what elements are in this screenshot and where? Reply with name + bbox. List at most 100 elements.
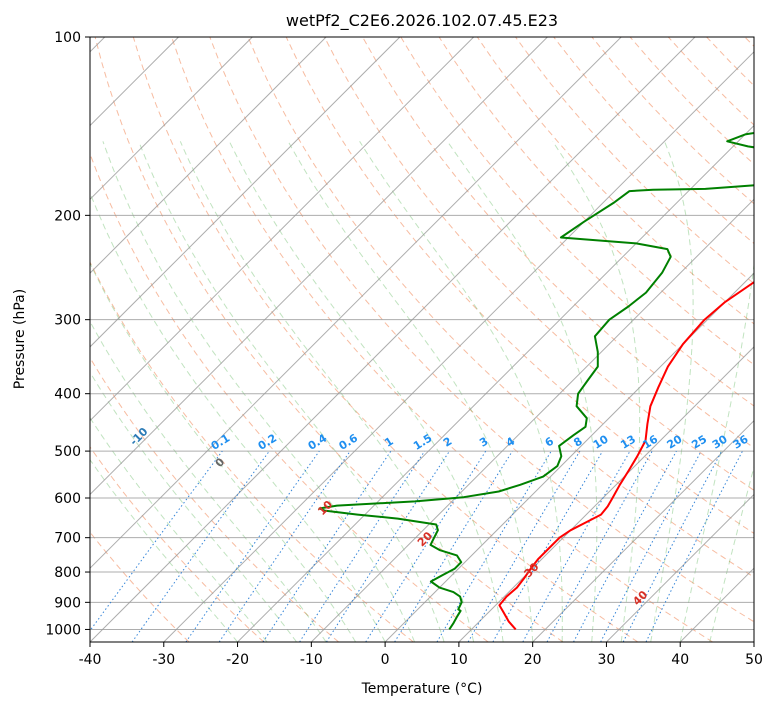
mixing-ratio-line [573,450,677,642]
mixing-ratio-line [262,450,392,642]
mixing-ratio-line [299,450,426,642]
mixing-ratio-line [546,450,653,642]
profile-line-1 [318,132,754,630]
y-tick-label: 900 [54,595,81,611]
isotherm-line [90,37,622,569]
dry-adiabat-line [744,37,754,47]
dry-adiabat-line [323,37,754,491]
moist-adiabat-line [138,141,445,642]
mixing-ratio-label: 1 [382,435,395,450]
mixing-ratio-line [218,450,351,642]
y-tick-label: 1000 [45,622,81,638]
x-tick-label: -10 [300,652,323,668]
isopleth-label-layer: 0.10.20.40.611.52346810131620253036-100-… [127,425,751,608]
dry-adiabat-line [90,446,265,642]
dry-adiabat-line [476,37,754,325]
mixing-ratio-label: 0.4 [306,431,330,453]
isotherm-line [90,37,696,642]
mixing-ratio-label: 25 [689,433,709,452]
x-tick-label: 10 [450,652,468,668]
dry-adiabat-label: 0 [213,455,228,470]
y-tick-label: 500 [54,444,81,460]
isotherm-line [310,198,754,642]
mixing-ratio-label: 3 [477,435,490,450]
profile-line-0 [498,280,754,631]
isotherm-line [163,51,754,642]
isotherm-line [90,37,475,422]
mixing-ratio-line [185,450,320,642]
mixing-ratio-label: 30 [710,432,730,451]
isotherm-line [679,567,754,642]
dry-adiabat-line [90,260,414,642]
dry-adiabat-line [90,152,489,642]
dry-adiabat-line [285,37,754,535]
moist-adiabat-line [679,261,754,642]
mixing-ratio-line [522,450,631,642]
isotherm-line [237,124,754,642]
moist-adiabat-line [90,262,357,642]
y-tick-label: 200 [54,208,81,224]
mixing-ratio-line [131,450,270,642]
chart-title: wetPf2_C2E6.2026.102.07.45.E23 [286,11,558,31]
y-tick-label: 100 [54,30,81,46]
dry-adiabat-label: -10 [127,425,150,448]
isotherm-line [532,419,754,642]
mixing-ratio-label: 1.5 [411,431,434,452]
isotherm-line [90,37,327,274]
x-tick-label: 20 [524,652,542,668]
x-tick-label: -30 [152,652,175,668]
y-tick-label: 400 [54,387,81,403]
mixing-ratio-line [325,450,450,642]
mixing-ratio-label: 10 [591,432,611,451]
y-tick-label: 700 [54,531,81,547]
x-tick-label: 40 [671,652,689,668]
dry-adiabat-line [247,37,754,578]
grid-layer [90,37,754,642]
y-tick-label: 800 [54,565,81,581]
moist-adiabat-line [446,141,598,642]
isotherm-line [458,346,754,642]
mixing-ratio-line [600,450,702,642]
dry-adiabat-line [438,37,754,366]
mixing-ratio-line [90,450,223,632]
mixing-ratio-label: 36 [731,432,751,451]
dry-adiabat-line [515,37,754,285]
series-layer [318,132,754,631]
isotherm-line [90,37,548,496]
mixing-ratio-line [645,450,743,642]
x-tick-label: 30 [598,652,616,668]
dry-adiabat-line [667,37,754,126]
dry-adiabat-line [629,37,754,165]
dry-adiabat-line [209,37,754,623]
isotherm-line [90,37,401,348]
y-tick-label: 600 [54,491,81,507]
mixing-ratio-label: 8 [571,435,584,450]
mixing-ratio-label: 16 [640,432,660,451]
mixing-ratio-label: 0.1 [209,431,232,452]
dry-adiabat-label: 40 [630,588,650,608]
dry-adiabat-line [94,37,564,642]
x-tick-label: 50 [745,652,763,668]
y-axis-label: Pressure (hPa) [12,289,28,389]
mixing-ratio-label: 13 [618,433,638,452]
dry-adiabat-line [706,37,754,87]
mixing-ratio-line [467,450,581,642]
y-tick-label: 300 [54,313,81,329]
dry-adiabat-line [171,37,713,642]
dry-adiabat-line [553,37,754,245]
x-tick-label: 0 [381,652,390,668]
dry-adiabat-label: 10 [315,498,335,518]
x-tick-label: -20 [226,652,249,668]
dry-adiabat-line [90,531,190,642]
x-axis-label: Temperature (°C) [361,681,483,697]
isotherm-line [90,37,253,201]
mixing-ratio-label: 6 [543,434,557,449]
moist-adiabat-line [90,371,298,642]
isotherm-line [606,493,754,642]
axis-layer: -40 -30 -20 -10 0 10 20 30 40 5010020030040050060… [45,30,763,668]
dry-adiabat-line [132,37,639,642]
dry-adiabat-line [90,356,339,642]
dry-adiabat-line [591,37,754,205]
plot-frame [89,36,755,643]
